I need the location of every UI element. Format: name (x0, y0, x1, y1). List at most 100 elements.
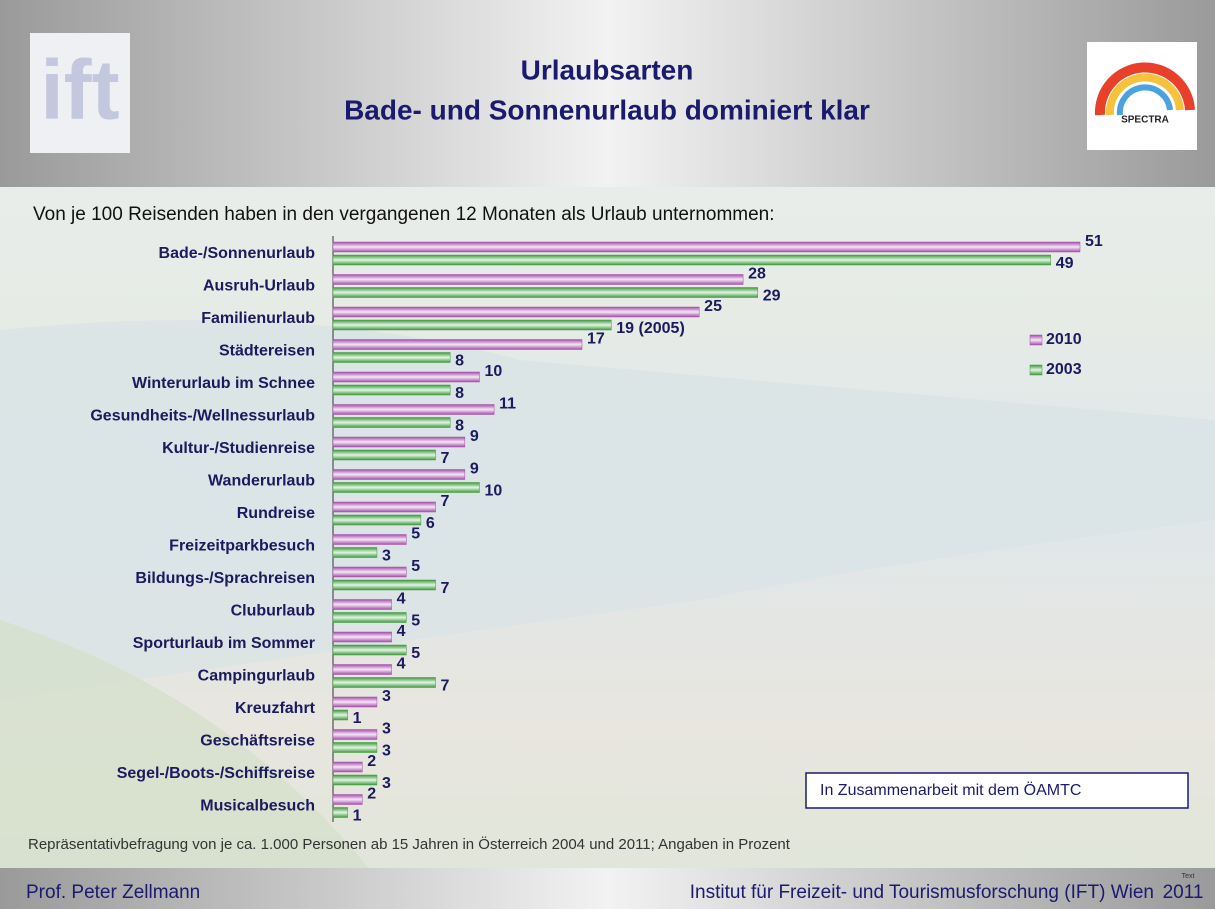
value-label: 4 (397, 591, 406, 608)
bar (332, 371, 480, 383)
value-label: 7 (441, 450, 450, 467)
sea-shape (0, 320, 1215, 700)
footnote: Repräsentativbefragung von je ca. 1.000 … (28, 835, 791, 853)
footer-author: Prof. Peter Zellmann (26, 882, 200, 903)
value-label: 51 (1085, 233, 1103, 250)
bar (332, 677, 436, 688)
value-label: 3 (382, 743, 391, 760)
value-label: 3 (382, 548, 391, 565)
legend-label: 2003 (1046, 361, 1082, 378)
bar (332, 352, 451, 363)
bar (332, 482, 480, 493)
y-tick-label: Rundreise (237, 505, 315, 522)
logo-left-box (30, 33, 130, 153)
bar (332, 501, 436, 513)
logo-right: SPECTRA (1121, 115, 1169, 126)
value-label: 3 (382, 688, 391, 705)
chart-title: Von je 100 Reisenden haben in den vergan… (33, 204, 775, 225)
value-label: 28 (748, 266, 766, 283)
value-label: 9 (470, 428, 479, 445)
y-tick-label: Sporturlaub im Sommer (133, 635, 315, 652)
value-label: 10 (484, 363, 502, 380)
value-label: 5 (411, 558, 420, 575)
y-tick-label: Städtereisen (219, 343, 315, 360)
bar (332, 696, 378, 708)
value-label: 19 (2005) (616, 320, 685, 337)
bar (332, 631, 392, 643)
y-tick-label: Bade-/Sonnenurlaub (159, 245, 316, 262)
logo-left: ift (40, 43, 119, 137)
bar (332, 709, 348, 721)
logo-arc (1094, 62, 1195, 116)
bar (332, 449, 436, 461)
value-label: 29 (763, 288, 781, 305)
value-label: 9 (470, 461, 479, 478)
value-label: 25 (704, 298, 722, 315)
y-tick-label: Kultur-/Studienreise (162, 440, 315, 457)
bar (332, 547, 378, 558)
y-tick-label: Ausruh-Urlaub (203, 278, 315, 295)
bar (332, 774, 378, 786)
value-label: 5 (411, 613, 420, 630)
legend-marker (1029, 334, 1043, 346)
y-tick-label: Familienurlaub (201, 310, 315, 327)
value-label: 49 (1056, 255, 1074, 272)
plot: Bade-/Sonnenurlaub5149Ausruh-Urlaub2829F… (90, 233, 1103, 825)
value-label: 1 (353, 710, 362, 727)
y-tick-label: Winterurlaub im Schnee (132, 375, 315, 392)
value-label: 4 (397, 623, 406, 640)
header-band (0, 0, 1215, 187)
y-tick-label: Wanderurlaub (208, 473, 315, 490)
bar (332, 404, 495, 415)
value-label: 10 (484, 483, 502, 500)
bar (332, 241, 1081, 253)
value-label: 4 (397, 656, 406, 673)
bar (332, 254, 1051, 266)
value-label: 2 (367, 753, 376, 770)
value-label: 6 (426, 515, 435, 532)
bar (332, 384, 451, 396)
footer-band (0, 868, 1215, 909)
value-label: 2 (367, 786, 376, 803)
bar (332, 644, 407, 656)
bar (332, 794, 363, 805)
value-label: 8 (455, 353, 464, 370)
value-label: 5 (411, 526, 420, 543)
bar (332, 566, 407, 578)
bar (332, 761, 363, 773)
value-label: 7 (441, 580, 450, 597)
value-label: 17 (587, 331, 605, 348)
footer-year: 2011 (1163, 882, 1204, 903)
footer-institute: Institut für Freizeit- und Tourismusfors… (690, 882, 1154, 903)
legend-marker (1029, 364, 1043, 376)
bar (332, 742, 378, 753)
value-label: 1 (353, 808, 362, 825)
value-label: 7 (441, 678, 450, 695)
bar (332, 514, 422, 526)
value-label: 8 (455, 385, 464, 402)
value-label: 3 (382, 721, 391, 738)
bar (332, 807, 348, 818)
bar (332, 579, 436, 591)
y-tick-label: Gesundheits-/Wellnessurlaub (90, 408, 315, 425)
bar (332, 534, 407, 545)
bar (332, 612, 407, 623)
bar (332, 306, 700, 318)
y-tick-label: Bildungs-/Sprachreisen (135, 570, 315, 587)
value-label: 7 (441, 493, 450, 510)
annotation-box (805, 772, 1189, 809)
y-tick-label: Segel-/Boots-/Schiffsreise (117, 765, 315, 782)
bar (332, 664, 392, 675)
y-tick-label: Cluburlaub (231, 603, 316, 620)
bar (332, 417, 451, 428)
bar (332, 436, 466, 448)
y-tick-label: Freizeitparkbesuch (169, 538, 315, 555)
title: Urlaubsarten (521, 54, 694, 85)
y-tick-label: Kreuzfahrt (235, 700, 316, 717)
bar (332, 274, 744, 285)
annotation: In Zusammenarbeit mit dem ÖAMTC (820, 781, 1081, 799)
value-label: 11 (499, 396, 516, 413)
logo-arc (1105, 73, 1184, 116)
